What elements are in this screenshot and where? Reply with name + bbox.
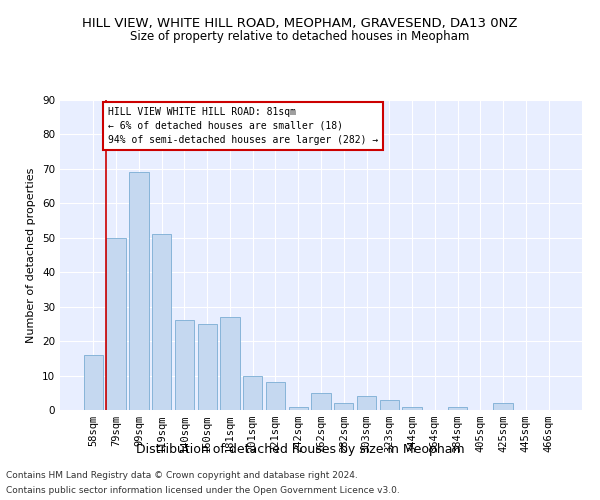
- Y-axis label: Number of detached properties: Number of detached properties: [26, 168, 37, 342]
- Text: Distribution of detached houses by size in Meopham: Distribution of detached houses by size …: [136, 442, 464, 456]
- Bar: [493, 403, 513, 410]
- Bar: [448, 406, 467, 410]
- Bar: [289, 406, 308, 410]
- Bar: [311, 393, 331, 410]
- Bar: [129, 172, 149, 410]
- Bar: [357, 396, 376, 410]
- Bar: [175, 320, 194, 410]
- Bar: [403, 406, 422, 410]
- Bar: [106, 238, 126, 410]
- Bar: [266, 382, 285, 410]
- Text: Contains public sector information licensed under the Open Government Licence v3: Contains public sector information licen…: [6, 486, 400, 495]
- Bar: [197, 324, 217, 410]
- Bar: [152, 234, 172, 410]
- Bar: [243, 376, 262, 410]
- Text: Size of property relative to detached houses in Meopham: Size of property relative to detached ho…: [130, 30, 470, 43]
- Bar: [334, 403, 353, 410]
- Text: Contains HM Land Registry data © Crown copyright and database right 2024.: Contains HM Land Registry data © Crown c…: [6, 471, 358, 480]
- Bar: [380, 400, 399, 410]
- Text: HILL VIEW, WHITE HILL ROAD, MEOPHAM, GRAVESEND, DA13 0NZ: HILL VIEW, WHITE HILL ROAD, MEOPHAM, GRA…: [82, 18, 518, 30]
- Text: HILL VIEW WHITE HILL ROAD: 81sqm
← 6% of detached houses are smaller (18)
94% of: HILL VIEW WHITE HILL ROAD: 81sqm ← 6% of…: [107, 107, 378, 145]
- Bar: [220, 317, 239, 410]
- Bar: [84, 355, 103, 410]
